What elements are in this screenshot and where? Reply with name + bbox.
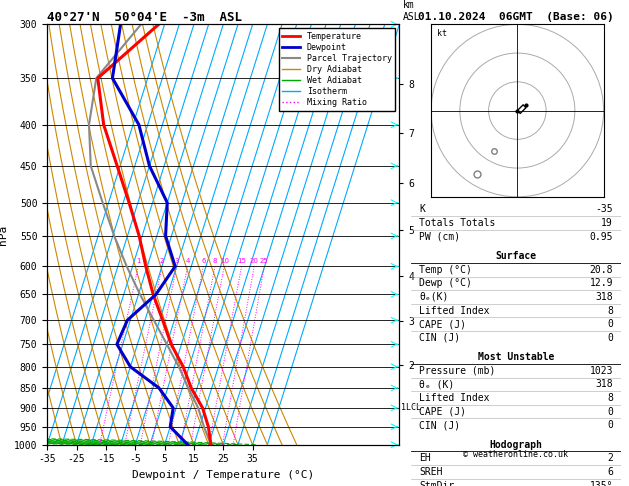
Text: 0: 0 [607,420,613,430]
Text: 1: 1 [136,258,140,264]
Text: 25: 25 [260,258,269,264]
Text: 12.9: 12.9 [589,278,613,288]
Text: 3: 3 [174,258,179,264]
Text: θₑ (K): θₑ (K) [419,380,454,389]
Text: PW (cm): PW (cm) [419,232,460,242]
Text: 318: 318 [596,292,613,302]
X-axis label: Dewpoint / Temperature (°C): Dewpoint / Temperature (°C) [132,470,314,480]
Text: 20.8: 20.8 [589,265,613,275]
Text: -35: -35 [596,205,613,214]
Text: kt: kt [437,29,447,38]
Text: 6: 6 [607,467,613,477]
Y-axis label: hPa: hPa [0,225,8,244]
Text: Lifted Index: Lifted Index [419,393,489,403]
Text: 318: 318 [596,380,613,389]
Text: Lifted Index: Lifted Index [419,306,489,315]
Text: K: K [419,205,425,214]
Text: Surface: Surface [496,251,537,261]
Text: 1023: 1023 [589,366,613,376]
Legend: Temperature, Dewpoint, Parcel Trajectory, Dry Adiabat, Wet Adiabat, Isotherm, Mi: Temperature, Dewpoint, Parcel Trajectory… [279,29,395,111]
Text: 0.95: 0.95 [589,232,613,242]
Text: CAPE (J): CAPE (J) [419,407,466,417]
Text: CIN (J): CIN (J) [419,333,460,343]
Text: Dewp (°C): Dewp (°C) [419,278,472,288]
Text: Most Unstable: Most Unstable [478,352,554,362]
Text: 0: 0 [607,319,613,329]
Text: SREH: SREH [419,467,443,477]
Text: 0: 0 [607,333,613,343]
Text: 15: 15 [237,258,246,264]
Text: 20: 20 [250,258,259,264]
Text: Totals Totals: Totals Totals [419,218,496,228]
Text: Temp (°C): Temp (°C) [419,265,472,275]
Text: 8: 8 [607,393,613,403]
Text: 4: 4 [186,258,190,264]
Text: Hodograph: Hodograph [489,440,543,450]
Text: 135°: 135° [589,481,613,486]
Text: θₑ(K): θₑ(K) [419,292,448,302]
Text: 10: 10 [220,258,229,264]
Text: 2: 2 [607,453,613,463]
Text: 1LCL: 1LCL [401,403,421,412]
Text: © weatheronline.co.uk: © weatheronline.co.uk [464,450,568,459]
Text: StmDir: StmDir [419,481,454,486]
Text: CIN (J): CIN (J) [419,420,460,430]
Text: km
ASL: km ASL [403,0,420,22]
Text: EH: EH [419,453,431,463]
Text: CAPE (J): CAPE (J) [419,319,466,329]
Text: 6: 6 [201,258,206,264]
Text: 8: 8 [213,258,217,264]
Text: Pressure (mb): Pressure (mb) [419,366,496,376]
Text: 19: 19 [601,218,613,228]
Text: 2: 2 [160,258,164,264]
Text: 40°27'N  50°04'E  -3m  ASL: 40°27'N 50°04'E -3m ASL [47,11,242,24]
Text: 8: 8 [607,306,613,315]
Text: 01.10.2024  06GMT  (Base: 06): 01.10.2024 06GMT (Base: 06) [418,12,614,22]
Text: 0: 0 [607,407,613,417]
